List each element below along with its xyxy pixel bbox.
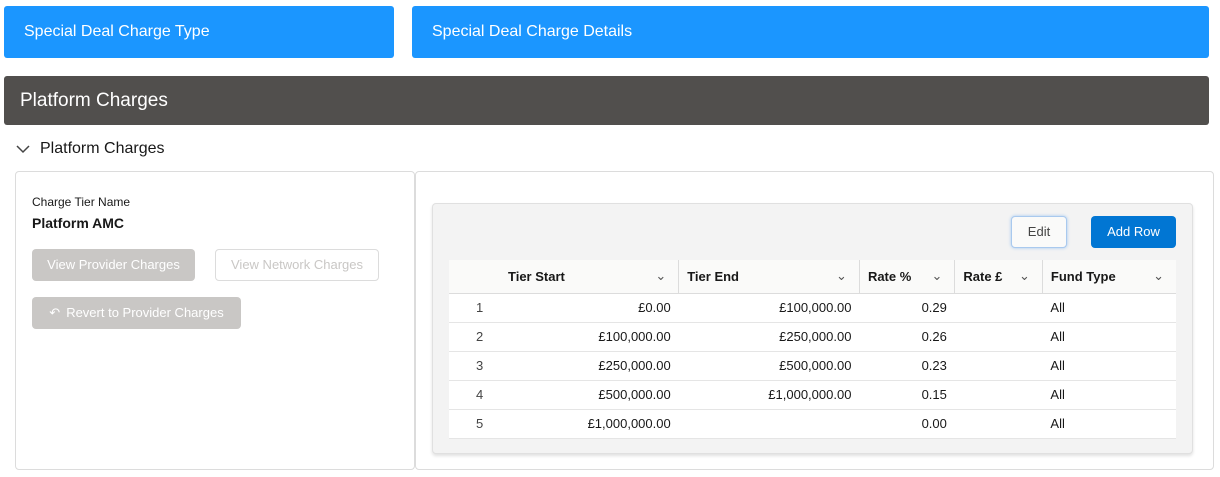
- table-row[interactable]: 2 £100,000.00 £250,000.00 0.26 All: [449, 322, 1176, 352]
- undo-icon: ↶: [49, 305, 61, 320]
- section-title-bar: Platform Charges: [4, 76, 1209, 125]
- cell-rate-pound: [954, 293, 1043, 323]
- column-header-fund-type[interactable]: Fund Type ⌄: [1041, 260, 1176, 294]
- cell-tier-start: £500,000.00: [498, 380, 679, 410]
- cell-tier-end: £1,000,000.00: [678, 380, 860, 410]
- charges-table-panel: Edit Add Row Tier Start ⌄ Tier End ⌄ Rate …: [415, 171, 1214, 470]
- revert-to-provider-charges-button[interactable]: ↶ Revert to Provider Charges: [32, 297, 241, 329]
- chevron-down-icon[interactable]: ⌄: [836, 268, 847, 283]
- cell-row-number: 4: [449, 380, 498, 410]
- chevron-down-icon[interactable]: ⌄: [1019, 268, 1030, 283]
- cell-row-number: 3: [449, 351, 498, 381]
- section-header-label: Platform Charges: [40, 140, 165, 157]
- cell-fund-type: All: [1042, 351, 1176, 381]
- cell-row-number: 5: [449, 409, 498, 439]
- cell-fund-type: All: [1042, 293, 1176, 323]
- chevron-down-icon: [16, 145, 30, 154]
- charge-tier-name-value: Platform AMC: [32, 215, 125, 231]
- cell-rate-percent: 0.15: [859, 380, 955, 410]
- cell-tier-end: £250,000.00: [678, 322, 860, 352]
- cell-rate-pound: [954, 380, 1043, 410]
- table-row[interactable]: 3 £250,000.00 £500,000.00 0.23 All: [449, 351, 1176, 381]
- add-row-button[interactable]: Add Row: [1091, 216, 1176, 248]
- table-row[interactable]: 5 £1,000,000.00 0.00 All: [449, 409, 1176, 439]
- cell-tier-start: £100,000.00: [498, 322, 679, 352]
- cell-row-number: 2: [449, 322, 498, 352]
- table-row[interactable]: 1 £0.00 £100,000.00 0.29 All: [449, 293, 1176, 323]
- cell-row-number: 1: [449, 293, 498, 323]
- cell-tier-end: £500,000.00: [678, 351, 860, 381]
- column-header-rate-pound[interactable]: Rate £ ⌄: [954, 260, 1043, 294]
- platform-charges-toggle[interactable]: Platform Charges: [16, 139, 165, 159]
- edit-button[interactable]: Edit: [1011, 216, 1067, 248]
- cell-rate-pound: [954, 409, 1043, 439]
- cell-tier-start: £1,000,000.00: [498, 409, 679, 439]
- charges-table: Tier Start ⌄ Tier End ⌄ Rate % ⌄ Rate £ ⌄ Fu…: [449, 260, 1176, 439]
- table-row[interactable]: 4 £500,000.00 £1,000,000.00 0.15 All: [449, 380, 1176, 410]
- cell-fund-type: All: [1042, 380, 1176, 410]
- cell-tier-start: £250,000.00: [498, 351, 679, 381]
- cell-tier-end: [678, 409, 860, 439]
- column-header-tier-start[interactable]: Tier Start ⌄: [498, 260, 679, 294]
- row-number-header: [449, 260, 498, 294]
- cell-rate-percent: 0.29: [859, 293, 955, 323]
- cell-rate-percent: 0.23: [859, 351, 955, 381]
- cell-rate-percent: 0.00: [859, 409, 955, 439]
- charge-tier-panel: Charge Tier Name Platform AMC View Provi…: [15, 171, 415, 470]
- cell-fund-type: All: [1042, 322, 1176, 352]
- view-network-charges-button[interactable]: View Network Charges: [215, 249, 379, 281]
- revert-label: Revert to Provider Charges: [66, 305, 224, 320]
- cell-rate-pound: [954, 351, 1043, 381]
- view-provider-charges-button[interactable]: View Provider Charges: [32, 249, 195, 281]
- cell-tier-start: £0.00: [498, 293, 679, 323]
- cell-rate-percent: 0.26: [859, 322, 955, 352]
- column-header-tier-end[interactable]: Tier End ⌄: [678, 260, 860, 294]
- column-header-rate-percent[interactable]: Rate % ⌄: [858, 260, 955, 294]
- tab-special-deal-charge-type[interactable]: Special Deal Charge Type: [4, 6, 394, 58]
- tab-special-deal-charge-details[interactable]: Special Deal Charge Details: [412, 6, 1209, 58]
- cell-rate-pound: [954, 322, 1043, 352]
- chevron-down-icon[interactable]: ⌄: [931, 268, 943, 283]
- charges-card: Edit Add Row Tier Start ⌄ Tier End ⌄ Rate …: [432, 203, 1193, 454]
- cell-fund-type: All: [1042, 409, 1176, 439]
- cell-tier-end: £100,000.00: [678, 293, 860, 323]
- charge-tier-name-label: Charge Tier Name: [32, 195, 131, 209]
- chevron-down-icon[interactable]: ⌄: [655, 268, 667, 283]
- chevron-down-icon[interactable]: ⌄: [1153, 268, 1164, 283]
